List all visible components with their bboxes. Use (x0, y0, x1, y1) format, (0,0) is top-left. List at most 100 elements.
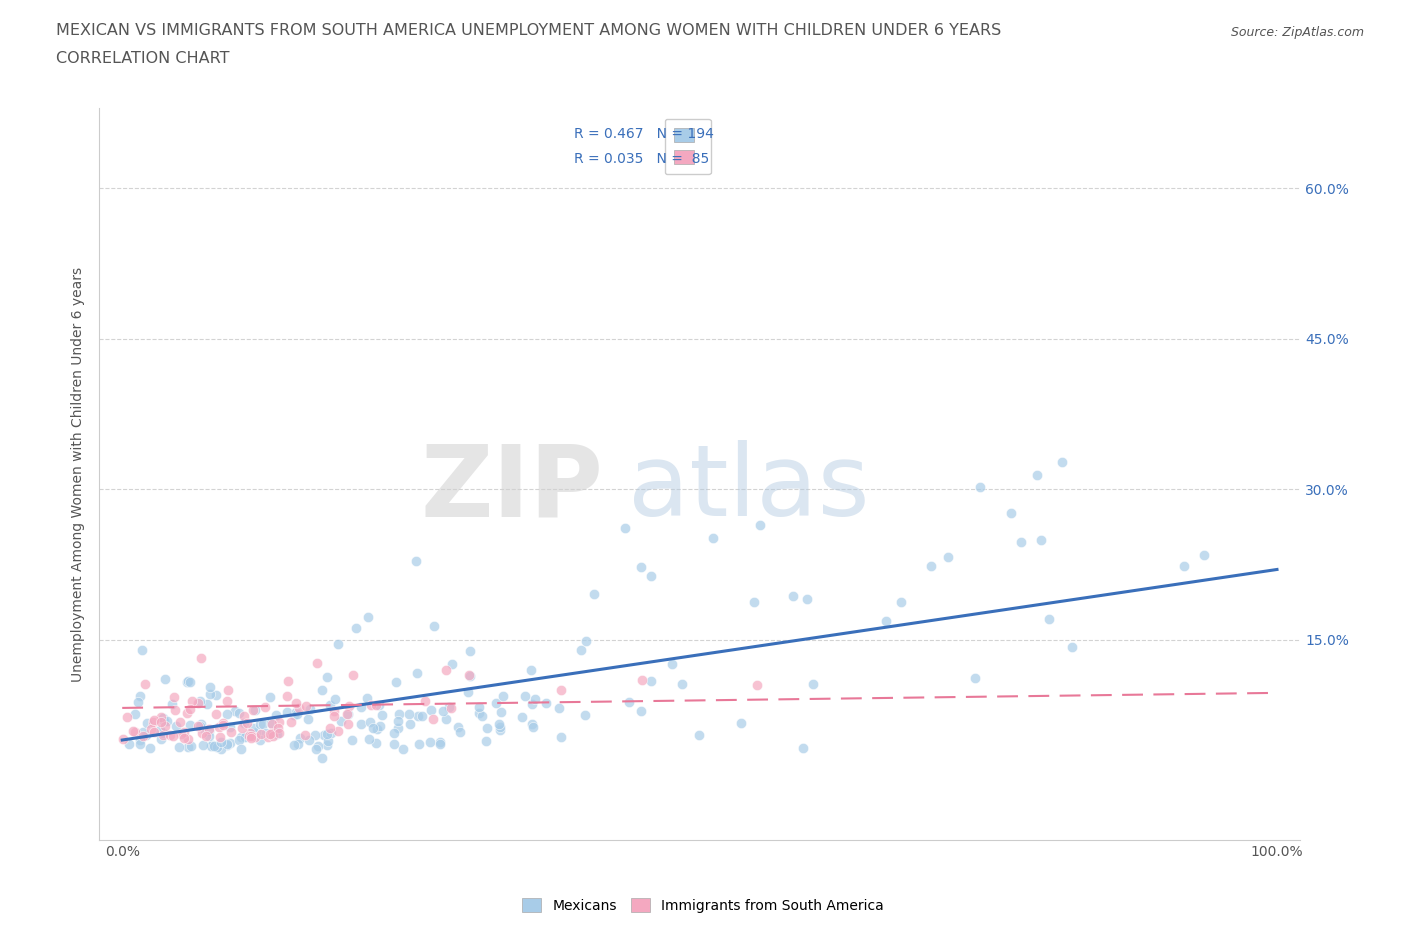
Point (218, 736, 240, 751)
Point (229, 730, 252, 745)
Text: atlas: atlas (627, 440, 869, 538)
Point (163, 702, 186, 717)
Point (197, 729, 219, 744)
Point (384, 737, 406, 751)
Point (550, 730, 572, 745)
Point (434, 662, 457, 677)
Point (371, 708, 394, 723)
Point (336, 707, 359, 722)
Point (193, 721, 215, 736)
Point (364, 736, 387, 751)
Point (238, 729, 260, 744)
Point (152, 727, 174, 742)
Point (294, 728, 316, 743)
Point (413, 694, 436, 709)
Point (285, 707, 308, 722)
Point (439, 699, 461, 714)
Point (522, 720, 544, 735)
Point (574, 708, 596, 723)
Point (152, 725, 174, 740)
Point (209, 742, 232, 757)
Point (163, 690, 186, 705)
Point (575, 633, 598, 648)
Point (260, 717, 283, 732)
Point (385, 674, 408, 689)
Text: Source: ZipAtlas.com: Source: ZipAtlas.com (1230, 26, 1364, 39)
Point (366, 722, 388, 737)
Point (205, 707, 228, 722)
Point (342, 668, 364, 683)
Point (359, 715, 381, 730)
Point (792, 741, 814, 756)
Point (382, 725, 405, 740)
Point (614, 521, 637, 536)
Point (173, 724, 195, 739)
Point (283, 708, 305, 723)
Point (640, 568, 662, 583)
Point (357, 731, 380, 746)
Point (254, 725, 277, 740)
Point (519, 662, 541, 677)
Point (149, 710, 172, 724)
Point (135, 727, 157, 742)
Point (1026, 468, 1049, 483)
Point (233, 716, 256, 731)
Text: CORRELATION CHART: CORRELATION CHART (56, 51, 229, 66)
Point (1000, 506, 1022, 521)
Point (1062, 639, 1084, 654)
Point (160, 697, 183, 711)
Point (288, 700, 311, 715)
Point (1010, 535, 1032, 550)
Point (264, 724, 287, 738)
Point (276, 689, 298, 704)
Point (187, 696, 209, 711)
Point (323, 691, 346, 706)
Point (198, 722, 221, 737)
Point (245, 729, 267, 744)
Point (1029, 533, 1052, 548)
Point (429, 737, 451, 751)
Point (242, 721, 264, 736)
Point (337, 707, 360, 722)
Point (252, 716, 274, 731)
Point (142, 712, 165, 727)
Point (235, 729, 257, 744)
Point (319, 725, 342, 740)
Point (177, 731, 200, 746)
Point (350, 699, 373, 714)
Point (515, 688, 537, 703)
Point (198, 686, 221, 701)
Point (323, 704, 346, 719)
Point (617, 695, 640, 710)
Point (179, 674, 201, 689)
Point (304, 728, 326, 743)
Point (208, 720, 231, 735)
Point (457, 668, 479, 683)
Point (875, 614, 897, 629)
Point (312, 727, 335, 742)
Point (191, 725, 214, 740)
Point (129, 688, 152, 703)
Point (243, 703, 266, 718)
Point (233, 728, 256, 743)
Point (191, 737, 214, 752)
Point (217, 683, 239, 698)
Point (510, 710, 533, 724)
Point (246, 724, 269, 739)
Point (969, 480, 991, 495)
Point (132, 728, 155, 743)
Point (165, 718, 187, 733)
Point (475, 734, 498, 749)
Point (128, 737, 150, 751)
Point (548, 701, 571, 716)
Point (485, 696, 508, 711)
Point (702, 530, 724, 545)
Point (141, 722, 163, 737)
Point (422, 711, 444, 726)
Point (366, 698, 388, 712)
Point (170, 726, 193, 741)
Y-axis label: Unemployment Among Women with Children Under 6 years: Unemployment Among Women with Children U… (72, 267, 86, 682)
Point (131, 643, 153, 658)
Point (198, 679, 221, 694)
Point (337, 698, 360, 713)
